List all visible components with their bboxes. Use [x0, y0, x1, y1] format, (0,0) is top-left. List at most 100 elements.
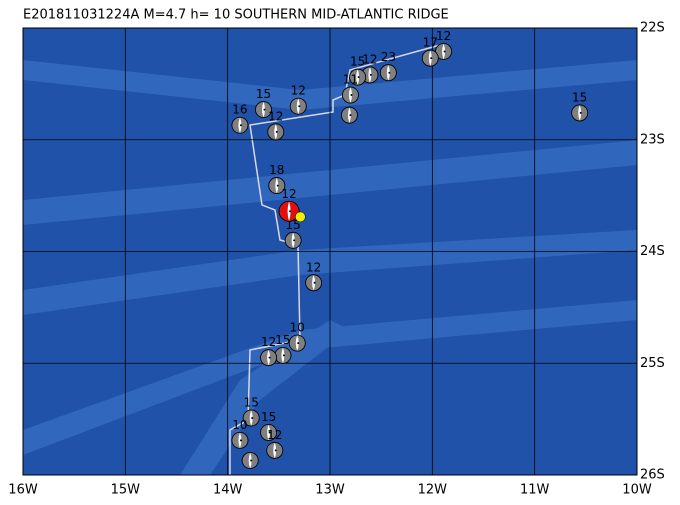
beachball-edge	[288, 334, 306, 352]
beachball-edge	[305, 274, 323, 292]
depth-label: 15	[256, 87, 271, 101]
beachball-edge	[341, 106, 358, 124]
beachball-axis	[263, 108, 266, 111]
beachball-edge	[241, 452, 259, 469]
depth-label: 12	[267, 428, 282, 442]
focal-mechanism	[242, 409, 260, 427]
y-tick-label: 26S	[640, 468, 665, 483]
focal-mechanism	[241, 452, 259, 469]
beachball-axis	[430, 57, 433, 60]
beachball-quadrant	[422, 50, 439, 67]
beachball-axis	[251, 417, 254, 420]
beachball-quadrant	[285, 232, 302, 249]
beachball-edge	[260, 424, 278, 441]
x-tick-label: 14W	[213, 483, 243, 498]
beachball-edge	[379, 64, 397, 82]
depth-label: 12	[436, 29, 451, 43]
beachball-quadrant	[243, 410, 260, 427]
beachball-edge	[260, 349, 278, 367]
depth-label: 11	[343, 73, 358, 87]
beachball-edge	[231, 431, 249, 449]
beachball-quadrant	[435, 43, 452, 60]
beachball-quadrant	[231, 117, 248, 134]
beachball-edge	[571, 104, 589, 122]
events: 1217231215111215121615181512101512151015…	[231, 29, 589, 469]
depth-label: 16	[232, 103, 247, 117]
epicenter	[295, 211, 306, 223]
beachball-edge	[278, 200, 300, 222]
focal-mechanism	[284, 231, 302, 249]
depth-label: 15	[261, 410, 276, 424]
beachball-axis	[293, 239, 296, 242]
map-title: E201811031224A M=4.7 h= 10 SOUTHERN MID-…	[23, 8, 449, 23]
beachball-axis	[297, 342, 300, 345]
beachball-quadrant	[342, 87, 359, 104]
y-tick-label: 25S	[640, 356, 665, 371]
beachball-quadrant	[341, 107, 358, 124]
beachball-axis	[350, 94, 353, 97]
focal-mechanism	[255, 101, 272, 118]
depth-label: 17	[423, 36, 438, 50]
beachball-quadrant	[349, 69, 366, 86]
beachball-axis	[369, 73, 372, 76]
beachball-edge	[284, 231, 302, 249]
focal-mechanism	[260, 424, 278, 441]
beachball-quadrant	[274, 347, 291, 364]
beachball-edge	[231, 116, 249, 134]
beachball-axis	[349, 114, 352, 117]
beachball-quadrant	[231, 432, 248, 449]
map-frame	[22, 27, 638, 476]
plate-boundary	[229, 44, 441, 475]
beachball-edge	[342, 86, 359, 104]
beachball-axis	[282, 354, 285, 357]
focal-mechanism	[268, 177, 286, 194]
beachball-axis	[289, 210, 292, 213]
beachball-edge	[242, 409, 260, 427]
beachball-quadrant	[260, 424, 277, 441]
grid	[22, 27, 638, 476]
beachball-axis	[239, 124, 242, 127]
focal-mechanism	[289, 97, 307, 115]
x-tick-label: 16W	[8, 483, 38, 498]
beachball-axis	[298, 105, 301, 108]
y-tick-label: 23S	[640, 132, 665, 147]
x-tick-label: 13W	[315, 483, 345, 498]
focal-mechanism	[421, 49, 439, 67]
beachball-axis	[276, 184, 279, 187]
y-tick-label: 22S	[640, 21, 665, 36]
beachball-edge	[289, 97, 307, 115]
focal-mechanism	[267, 123, 285, 141]
beachball-axis	[275, 130, 278, 133]
depth-label: 12	[281, 187, 296, 201]
beachball-quadrant	[260, 349, 277, 366]
beachball-axis	[250, 459, 253, 462]
beachball-quadrant	[266, 442, 283, 459]
depth-label: 23	[381, 50, 396, 64]
depth-label: 10	[232, 418, 247, 432]
focal-mechanism	[231, 431, 249, 449]
depth-label: 12	[268, 109, 283, 123]
focal-mechanism	[435, 43, 452, 60]
beachball-edge	[268, 177, 286, 194]
depth-label: 15	[572, 90, 587, 104]
focal-mechanism	[288, 334, 306, 352]
beachball-axis	[268, 431, 271, 434]
beachball-edge	[255, 101, 272, 118]
beachball-quadrant	[305, 274, 322, 291]
ridge-band	[180, 320, 350, 475]
beachball-quadrant	[571, 104, 588, 121]
focal-mechanism	[361, 66, 379, 84]
depth-label: 12	[261, 335, 276, 349]
depth-label: 12	[306, 260, 321, 274]
beachball-edge	[421, 49, 439, 67]
focal-mechanism	[266, 442, 284, 459]
beachball-axis	[443, 50, 446, 53]
beachball-quadrant	[268, 177, 285, 194]
beachball-axis	[274, 449, 277, 452]
depth-label: 15	[244, 396, 259, 410]
x-tick-label: 10W	[622, 483, 652, 498]
beachball-edge	[349, 68, 367, 86]
beachball-quadrant	[289, 335, 306, 352]
y-tick-label: 24S	[640, 244, 665, 259]
